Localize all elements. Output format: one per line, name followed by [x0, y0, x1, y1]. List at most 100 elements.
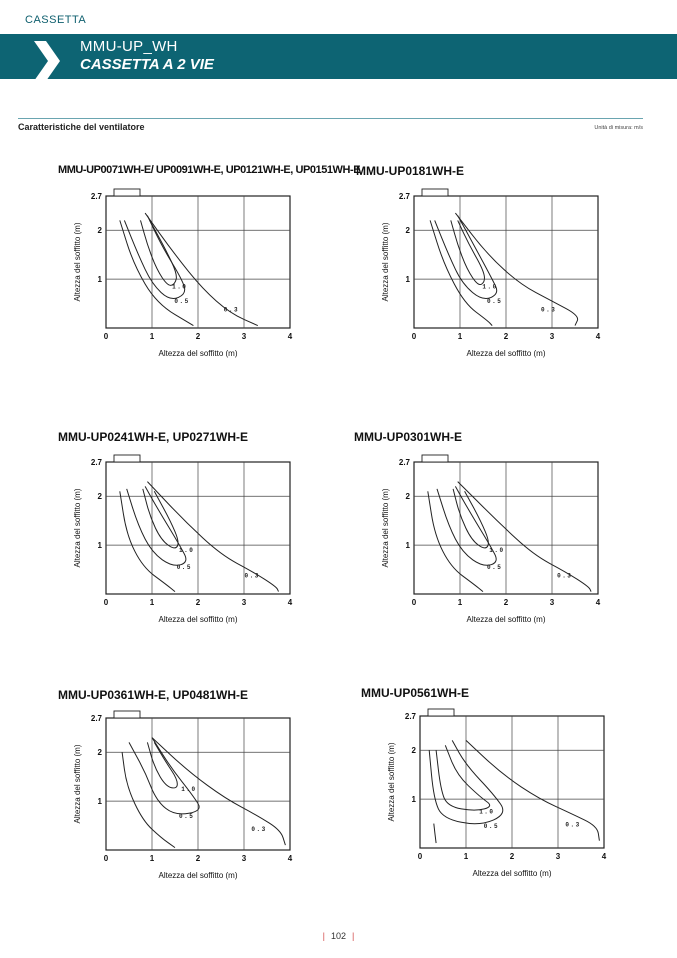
x-tick-label: 2	[504, 332, 509, 341]
frame-tab	[421, 188, 449, 197]
x-tick-label: 3	[242, 598, 247, 607]
velocity-curve	[465, 740, 600, 841]
y-tick-label: 2	[98, 748, 103, 757]
y-tick-label: 1	[98, 275, 103, 284]
curve-label: 1.0	[179, 547, 194, 554]
x-tick-label: 0	[104, 854, 109, 863]
curve-label: 1.0	[482, 283, 497, 290]
curve-label: 0.5	[179, 813, 194, 820]
chart-title: MMU-UP0181WH-E	[356, 164, 465, 178]
velocity-curve	[151, 737, 286, 846]
curve-label: 0.3	[557, 573, 572, 580]
curve-label: 0.5	[487, 564, 502, 571]
product-title: MMU-UP_WH	[80, 38, 178, 55]
section-rule	[18, 118, 643, 119]
frame-tab	[421, 454, 449, 463]
curve-label: 1.0	[172, 283, 187, 290]
y-tick-label: 2	[98, 226, 103, 235]
header-banner	[0, 34, 677, 79]
curve-label: 1.0	[479, 808, 494, 815]
y-tick-label: 2.7	[91, 714, 103, 723]
velocity-curve	[144, 212, 259, 327]
x-tick-label: 2	[504, 598, 509, 607]
curve-label: 0.3	[565, 822, 580, 829]
x-tick-label: 1	[150, 332, 155, 341]
y-axis-title: Altezza del soffitto (m)	[73, 488, 82, 567]
velocity-curve	[457, 481, 592, 592]
x-tick-label: 4	[596, 332, 601, 341]
product-subtitle: CASSETTA A 2 VIE	[80, 56, 214, 73]
y-tick-label: 2.7	[91, 458, 103, 467]
page-bar-left: |	[322, 931, 325, 941]
curve-label: 0.5	[174, 298, 189, 305]
units-note: Unità di misura: m/s	[594, 125, 643, 131]
x-axis-title: Altezza del soffitto (m)	[159, 615, 238, 624]
y-tick-label: 1	[98, 541, 103, 550]
x-tick-label: 2	[196, 332, 201, 341]
velocity-curve	[142, 488, 179, 549]
x-tick-label: 1	[150, 598, 155, 607]
frame-tab	[113, 188, 141, 197]
x-tick-label: 4	[288, 854, 293, 863]
y-axis-title: Altezza del soffitto (m)	[381, 222, 390, 301]
y-axis-title: Altezza del soffitto (m)	[381, 488, 390, 567]
x-tick-label: 4	[288, 598, 293, 607]
velocity-curve	[452, 488, 489, 549]
curve-label: 0.5	[177, 564, 192, 571]
curve-label: 1.0	[489, 547, 504, 554]
chart-title: MMU-UP0561WH-E	[361, 686, 470, 700]
curve-label: 0.3	[245, 573, 260, 580]
chart-title: MMU-UP0241WH-E, UP0271WH-E	[58, 430, 249, 444]
x-tick-label: 4	[288, 332, 293, 341]
x-tick-label: 0	[104, 332, 109, 341]
x-tick-label: 2	[196, 598, 201, 607]
x-axis-title: Altezza del soffitto (m)	[159, 871, 238, 880]
airflow-chart-5: 0 1 2 3 4 1 2 2.7 1.0 0.5 0.3 Altezza del soffitto …	[73, 710, 293, 880]
velocity-curve	[428, 740, 504, 825]
airflow-chart-3: 0 1 2 3 4 1 2 2.7 1.0 0.5 0.3 Altezza del soffitto …	[73, 454, 293, 624]
x-axis-title: Altezza del soffitto (m)	[159, 349, 238, 358]
velocity-curve	[146, 742, 178, 789]
y-axis-title: Altezza del soffitto (m)	[387, 742, 396, 821]
y-tick-label: 1	[412, 795, 417, 804]
x-tick-label: 3	[550, 598, 555, 607]
curve-label: 1.0	[181, 786, 196, 793]
fan-section-title: Caratteristiche del ventilatore	[18, 122, 145, 132]
x-tick-label: 0	[418, 852, 423, 861]
velocity-curve	[434, 215, 498, 299]
airflow-chart-4: 0 1 2 3 4 1 2 2.7 1.0 0.5 0.3 Altezza del soffitto …	[381, 454, 601, 624]
velocity-curve	[147, 481, 279, 592]
x-axis-title: Altezza del soffitto (m)	[473, 869, 552, 878]
y-tick-label: 2.7	[399, 192, 411, 201]
x-tick-label: 1	[464, 852, 469, 861]
x-tick-label: 1	[458, 598, 463, 607]
x-axis-title: Altezza del soffitto (m)	[467, 615, 546, 624]
y-tick-label: 1	[406, 541, 411, 550]
velocity-curve	[121, 752, 176, 849]
x-tick-label: 3	[550, 332, 555, 341]
frame-tab	[113, 710, 141, 719]
x-tick-label: 2	[510, 852, 515, 861]
y-tick-label: 1	[98, 797, 103, 806]
y-tick-label: 2	[412, 746, 417, 755]
curve-label: 0.3	[251, 826, 266, 833]
velocity-curve	[119, 491, 176, 592]
frame-tab	[113, 454, 141, 463]
velocity-curve	[455, 212, 579, 326]
page-bar-right: |	[352, 931, 355, 941]
y-axis-title: Altezza del soffitto (m)	[73, 222, 82, 301]
y-tick-label: 2.7	[399, 458, 411, 467]
y-tick-label: 2.7	[405, 712, 417, 721]
curve-label: 0.3	[224, 307, 239, 314]
velocity-curve	[427, 491, 484, 592]
curve-label: 0.3	[541, 307, 556, 314]
x-tick-label: 3	[556, 852, 561, 861]
velocity-curve	[128, 737, 200, 815]
airflow-chart-6: 0 1 2 3 4 1 2 2.7 1.0 0.5 0.3 Altezza del soffitto …	[387, 708, 607, 878]
page-number: 102	[330, 931, 347, 941]
velocity-curve	[435, 745, 491, 811]
airflow-chart-2: 0 1 2 3 4 1 2 2.7 1.0 0.5 0.3 Altezza del soffitto …	[381, 188, 601, 358]
page-number-wrap: | 102 |	[0, 931, 677, 941]
velocity-curve	[126, 486, 187, 566]
chart-title: MMU-UP0071WH-E/ UP0091WH-E, UP0121WH-E, …	[58, 164, 361, 176]
